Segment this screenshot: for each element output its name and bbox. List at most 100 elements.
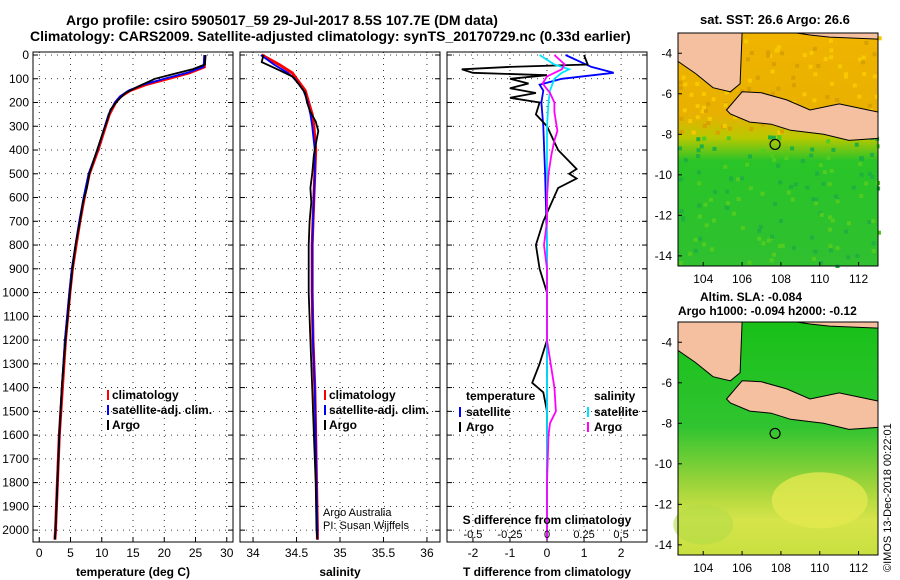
top-tick-label: -0.5 <box>463 529 482 541</box>
map-y-tick-label: -6 <box>661 87 672 101</box>
sst-pixel <box>757 228 762 233</box>
map-y-tick-label: -12 <box>655 497 673 511</box>
sst-pixel <box>707 116 712 121</box>
sst-pixel <box>835 98 840 102</box>
sst-pixel <box>697 214 702 219</box>
sst-pixel <box>847 221 851 226</box>
sst-pixel <box>770 234 775 239</box>
sst-pixel <box>747 87 751 91</box>
legend-title-salinity: salinity <box>594 389 636 403</box>
sst-pixel <box>810 235 815 240</box>
y-tick-label: 1000 <box>2 286 29 300</box>
sst-pixel <box>732 211 737 216</box>
sst-pixel <box>695 82 700 86</box>
sst-pixel <box>818 163 823 168</box>
sst-pixel <box>749 51 754 55</box>
sst-pixel <box>724 90 729 95</box>
series-line-argo <box>260 54 320 540</box>
sst-pixel <box>864 40 869 45</box>
sst-pixel <box>699 144 704 149</box>
annotation-text: Argo Australia <box>323 507 392 519</box>
sst-pixel <box>682 108 687 113</box>
map-y-tick-label: -10 <box>655 168 673 182</box>
sst-pixel <box>823 57 828 62</box>
legend-label: climatology <box>112 388 179 402</box>
legend-label: satellite-adj. clim. <box>112 403 212 417</box>
sst-pixel <box>702 123 707 128</box>
map-x-tick-label: 110 <box>810 272 829 286</box>
sst-pixel <box>724 205 729 210</box>
series-line-temperature-argo <box>461 54 590 540</box>
sst-pixel <box>815 171 820 176</box>
sst-pixel <box>726 136 731 141</box>
sst-pixel <box>811 197 816 202</box>
sst-pixel <box>722 123 727 128</box>
sst-pixel <box>696 154 701 159</box>
y-tick-label: 1200 <box>2 333 29 347</box>
sst-pixel <box>702 136 707 141</box>
series-line-argo <box>54 54 207 540</box>
x-tick-label: 10 <box>95 546 109 560</box>
sst-pixel <box>802 92 807 97</box>
sst-pixel <box>846 255 851 260</box>
x-tick-label: 34 <box>246 546 260 560</box>
sst-pixel <box>744 39 749 44</box>
sst-pixel <box>702 242 707 247</box>
sst-pixel <box>691 130 696 135</box>
argo-float-marker <box>769 427 781 440</box>
sst-map-title: sat. SST: 26.6 Argo: 26.6 <box>700 12 850 27</box>
x-tick-label: 15 <box>126 546 140 560</box>
map-x-tick-label: 112 <box>849 272 868 286</box>
sst-pixel <box>729 177 734 182</box>
sst-pixel <box>701 92 706 97</box>
land-sumatra <box>677 32 743 93</box>
sst-pixel <box>723 164 728 169</box>
sst-pixel <box>712 218 716 223</box>
sst-pixel <box>812 256 817 261</box>
sst-pixel <box>696 148 701 153</box>
sst-pixel <box>683 82 688 87</box>
map-x-tick-label: 106 <box>732 561 752 575</box>
sst-pixel <box>681 75 686 80</box>
y-tick-label: 800 <box>9 238 29 252</box>
sst-pixel <box>733 115 738 120</box>
sst-pixel <box>681 217 685 222</box>
x-tick-label: 36 <box>420 546 434 560</box>
sst-pixel <box>706 102 710 107</box>
legend-label: Argo <box>466 420 494 434</box>
sst-pixel <box>703 202 708 207</box>
map-x-tick-label: 104 <box>693 272 713 286</box>
sst-pixel <box>851 185 856 190</box>
y-tick-label: 200 <box>9 96 29 110</box>
sst-pixel <box>800 158 805 163</box>
x-tick-label: 1 <box>581 546 588 560</box>
map-y-tick-label: -8 <box>661 416 672 430</box>
map-y-tick-label: -6 <box>661 376 672 390</box>
y-tick-label: 1800 <box>2 476 29 490</box>
y-tick-label: 400 <box>9 143 29 157</box>
x-axis-label-top: S difference from climatology <box>463 513 632 527</box>
sst-pixel <box>702 105 706 110</box>
sst-pixel <box>777 136 782 141</box>
sst-pixel <box>791 75 796 80</box>
sst-pixel <box>871 219 876 224</box>
sst-pixel <box>826 155 831 160</box>
panel-frame-1 <box>239 51 441 543</box>
sst-pixel <box>679 209 684 214</box>
sst-pixel <box>747 260 752 265</box>
sst-pixel <box>871 241 876 246</box>
sst-pixel <box>827 182 832 187</box>
sst-pixel <box>872 74 877 79</box>
sst-pixel <box>859 194 864 198</box>
sst-pixel <box>816 64 821 69</box>
sst-pixel <box>809 50 814 55</box>
map-y-tick-label: -14 <box>655 249 673 263</box>
sst-pixel <box>858 162 863 167</box>
sst-pixel <box>862 72 867 77</box>
x-tick-label: 35.5 <box>372 546 396 560</box>
sst-pixel <box>696 137 701 142</box>
sst-pixel <box>761 241 766 246</box>
sst-pixel <box>768 135 773 140</box>
x-tick-label: 5 <box>67 546 74 560</box>
